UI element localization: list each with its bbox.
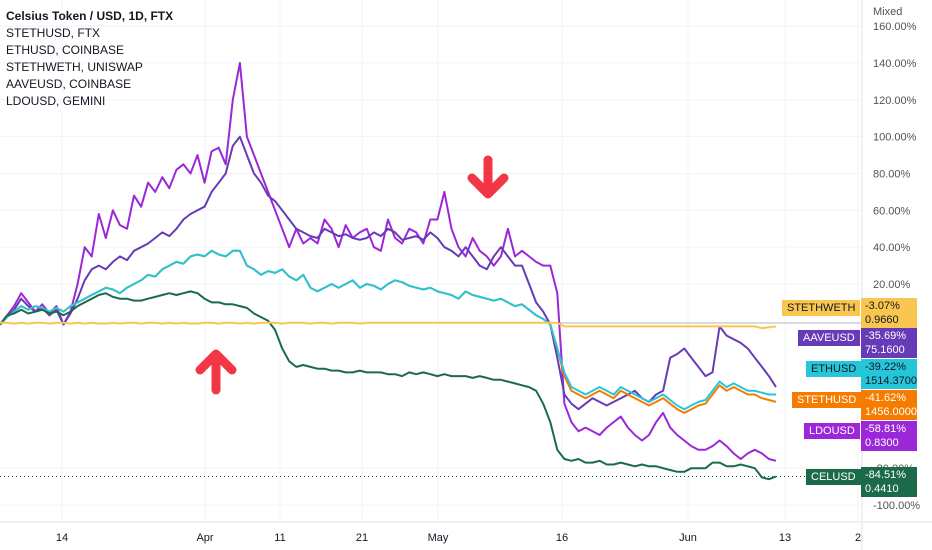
series-line-stethweth bbox=[0, 321, 777, 330]
price-tag-name: AAVEUSD bbox=[798, 330, 860, 346]
x-tick-label: 11 bbox=[274, 532, 285, 544]
legend-item-ldousd[interactable]: LDOUSD, GEMINI bbox=[6, 94, 106, 108]
y-tick-label: 80.00% bbox=[873, 169, 911, 181]
series-line-aaveusd bbox=[0, 135, 777, 411]
legend: Celsius Token / USD, 1D, FTX STETHUSD, F… bbox=[6, 8, 173, 110]
x-tick-label: 16 bbox=[556, 532, 568, 544]
y-tick-label: 120.00% bbox=[873, 95, 917, 107]
price-tag-price: 1456.0000 bbox=[865, 406, 917, 418]
arrow-down-icon bbox=[467, 155, 509, 199]
price-tag-percent: -35.69% bbox=[865, 330, 906, 342]
scale-mode-label[interactable]: Mixed bbox=[873, 6, 903, 18]
y-tick-label: 60.00% bbox=[873, 205, 911, 217]
price-tag-price: 1514.3700 bbox=[865, 375, 917, 387]
price-tag-price: 75.1600 bbox=[865, 344, 905, 356]
price-tag-box: -3.07% 0.9660 bbox=[861, 298, 917, 328]
price-tag-price: 0.4410 bbox=[865, 483, 899, 495]
price-tag-name: STETHUSD bbox=[792, 392, 862, 408]
series-line-ldousd bbox=[0, 62, 777, 462]
price-tag-box: -41.62% 1456.0000 bbox=[861, 390, 917, 420]
price-tag-percent: -41.62% bbox=[865, 392, 906, 404]
series-line-celusd bbox=[0, 290, 777, 481]
price-tag-name: CELUSD bbox=[806, 469, 861, 485]
series-line-ethusd bbox=[0, 249, 776, 411]
y-tick-label: 160.00% bbox=[873, 21, 917, 33]
series-line-stethusd bbox=[0, 249, 777, 414]
x-tick-label: Apr bbox=[196, 532, 213, 544]
grid bbox=[0, 0, 862, 522]
legend-item-stethweth[interactable]: STETHWETH, UNISWAP bbox=[6, 60, 143, 74]
annotations bbox=[195, 155, 509, 395]
series-lines bbox=[0, 62, 777, 481]
price-tag-name: ETHUSD bbox=[806, 361, 862, 377]
price-tag-percent: -39.22% bbox=[865, 361, 906, 373]
y-tick-label: 140.00% bbox=[873, 58, 917, 70]
x-tick-label: 21 bbox=[356, 532, 368, 544]
price-tag-percent: -84.51% bbox=[865, 469, 906, 481]
arrow-up-icon bbox=[195, 349, 237, 395]
price-tag-box: -39.22% 1514.3700 bbox=[861, 359, 917, 389]
y-tick-label: 40.00% bbox=[873, 242, 911, 254]
x-tick-label: May bbox=[428, 532, 449, 544]
legend-item-stethusd[interactable]: STETHUSD, FTX bbox=[6, 26, 101, 40]
price-tag-box: -58.81% 0.8300 bbox=[861, 421, 917, 451]
y-tick-label: 20.00% bbox=[873, 279, 911, 291]
price-tag-name: LDOUSD bbox=[804, 423, 860, 439]
x-tick-label: 13 bbox=[779, 532, 791, 544]
x-tick-label: 2 bbox=[855, 532, 861, 544]
price-tag-price: 0.9660 bbox=[865, 314, 899, 326]
price-tag-price: 0.8300 bbox=[865, 437, 899, 449]
price-tag-percent: -58.81% bbox=[865, 423, 906, 435]
price-tag-name: STETHWETH bbox=[782, 300, 861, 316]
x-tick-label: Jun bbox=[679, 532, 697, 544]
price-tag-percent: -3.07% bbox=[865, 300, 900, 312]
price-tag-box: -35.69% 75.1600 bbox=[861, 328, 917, 358]
x-tick-label: 14 bbox=[56, 532, 68, 544]
y-tick-label: 100.00% bbox=[873, 132, 917, 144]
y-tick-label: -100.00% bbox=[873, 500, 920, 512]
price-tag-box: -84.51% 0.4410 bbox=[861, 467, 917, 497]
legend-item-ethusd[interactable]: ETHUSD, COINBASE bbox=[6, 43, 125, 57]
chart-title: Celsius Token / USD, 1D, FTX bbox=[6, 9, 174, 23]
legend-item-aaveusd[interactable]: AAVEUSD, COINBASE bbox=[6, 77, 132, 91]
